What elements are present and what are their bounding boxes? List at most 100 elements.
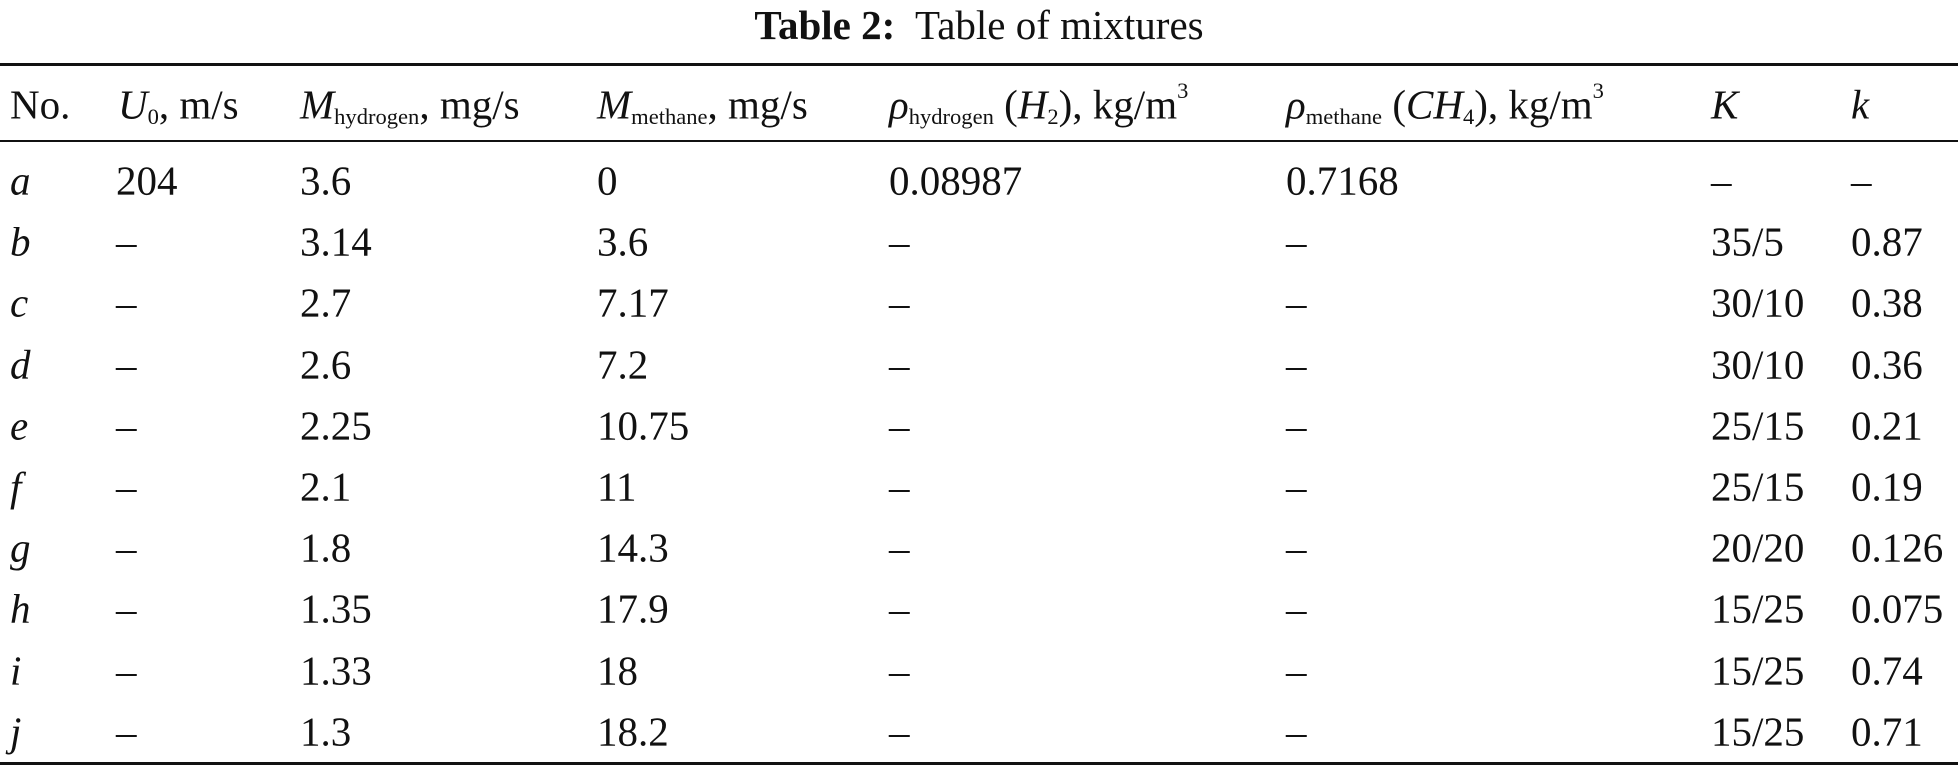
table-cell: – xyxy=(1286,279,1307,326)
header-subscript: hydrogen xyxy=(334,104,420,130)
table-cell: 25/15 xyxy=(1711,402,1805,449)
table-cell: 0.08987 xyxy=(889,157,1023,204)
table-cell: 2.6 xyxy=(300,341,352,388)
table-cell: 0.38 xyxy=(1851,279,1923,326)
row-label: a xyxy=(10,157,31,204)
table-cell: – xyxy=(889,341,910,388)
table-cell: 2.25 xyxy=(300,402,372,449)
table-cell: – xyxy=(116,279,137,326)
header-cell: ρmethane (CH4), kg/m3 xyxy=(1286,79,1604,130)
table-cell: 3.14 xyxy=(300,218,372,265)
table-cell: 30/10 xyxy=(1711,341,1805,388)
table-cell: 3.6 xyxy=(597,218,649,265)
header-subscript: methane xyxy=(631,104,708,130)
header-unit: , mg/s xyxy=(419,81,520,128)
row-label: j xyxy=(10,708,22,755)
table-cell: 14.3 xyxy=(597,524,669,571)
table-cell: – xyxy=(1286,524,1307,571)
bottom-rule xyxy=(0,762,1958,765)
table-cell: – xyxy=(1286,708,1307,755)
row-label: i xyxy=(10,647,22,694)
caption: Table 2: Table of mixtures xyxy=(0,4,1958,46)
table-cell: 0.126 xyxy=(1851,524,1944,571)
table-cell: – xyxy=(116,585,137,632)
header-superscript: 3 xyxy=(1592,78,1604,104)
table-cell: 3.6 xyxy=(300,157,352,204)
table-cell: 17.9 xyxy=(597,585,669,632)
row-label: f xyxy=(10,463,22,510)
table-cell: – xyxy=(1286,585,1307,632)
table-cell: 15/25 xyxy=(1711,585,1805,632)
table-cell: – xyxy=(1286,647,1307,694)
table-cell: – xyxy=(116,524,137,571)
table-cell: 0.74 xyxy=(1851,647,1923,694)
table-cell: – xyxy=(1286,218,1307,265)
table-cell: – xyxy=(116,647,137,694)
header-symbol: U xyxy=(118,81,148,128)
table-cell: – xyxy=(889,647,910,694)
table-cell: – xyxy=(116,402,137,449)
table-cell: 30/10 xyxy=(1711,279,1805,326)
row-label: h xyxy=(10,585,31,632)
header-symbol: k xyxy=(1851,81,1870,128)
table-cell: 18.2 xyxy=(597,708,669,755)
header-superscript: 3 xyxy=(1177,78,1189,104)
header-cell: ρhydrogen (H2), kg/m3 xyxy=(889,79,1188,128)
table-cell: 1.3 xyxy=(300,708,352,755)
table-cell: 1.8 xyxy=(300,524,352,571)
header-cell: K xyxy=(1711,84,1738,126)
caption-label: Table 2: xyxy=(754,2,896,48)
table-cell: – xyxy=(889,218,910,265)
table-cell: 0.7168 xyxy=(1286,157,1399,204)
header-symbol: ρ xyxy=(889,81,909,128)
table-cell: – xyxy=(116,708,137,755)
table-cell: – xyxy=(116,218,137,265)
top-rule xyxy=(0,63,1958,66)
header-cell: Mmethane, mg/s xyxy=(597,81,808,130)
table-cell: 18 xyxy=(597,647,638,694)
table-cell: 7.2 xyxy=(597,341,649,388)
header-formula: H xyxy=(1017,81,1048,128)
table-cell: 0 xyxy=(597,157,618,204)
header-cell: Mhydrogen, mg/s xyxy=(300,81,520,130)
table-cell: – xyxy=(889,279,910,326)
header-unit: ), kg/m xyxy=(1058,81,1178,128)
table-cell: 0.36 xyxy=(1851,341,1923,388)
row-label: e xyxy=(10,402,29,449)
table-cell: – xyxy=(889,463,910,510)
header-text: No. xyxy=(10,81,71,128)
header-subscript: 4 xyxy=(1462,104,1475,130)
table-cell: – xyxy=(1851,157,1872,204)
table-cell: 0.21 xyxy=(1851,402,1923,449)
table-cell: – xyxy=(889,585,910,632)
row-label: g xyxy=(10,524,31,571)
table-cell: 1.33 xyxy=(300,647,372,694)
table-cell: 204 xyxy=(116,157,178,204)
table-cell: 0.19 xyxy=(1851,463,1923,510)
table-cell: 15/25 xyxy=(1711,647,1805,694)
header-unit: ), kg/m xyxy=(1474,81,1593,128)
table-cell: – xyxy=(116,463,137,510)
table-cell: 20/20 xyxy=(1711,524,1805,571)
table-cell: 1.35 xyxy=(300,585,372,632)
table-cell: – xyxy=(1711,157,1732,204)
header-formula: CH xyxy=(1405,81,1463,128)
header-unit: , mg/s xyxy=(707,81,808,128)
table-cell: – xyxy=(889,708,910,755)
header-text: ( xyxy=(1382,81,1406,128)
table-cell: 2.7 xyxy=(300,279,352,326)
header-subscript: 0 xyxy=(147,104,159,130)
table-cell: – xyxy=(889,524,910,571)
header-cell: k xyxy=(1851,81,1870,128)
table-cell: – xyxy=(889,402,910,449)
table-cell: 25/15 xyxy=(1711,463,1805,510)
table-cell: – xyxy=(1286,341,1307,388)
table-cell: 11 xyxy=(597,463,637,510)
table-cell: – xyxy=(1286,402,1307,449)
table-cell: 10.75 xyxy=(597,402,690,449)
table-cell: 35/5 xyxy=(1711,218,1784,265)
row-label: d xyxy=(10,341,31,388)
table-cell: 15/25 xyxy=(1711,708,1805,755)
header-cell: No. xyxy=(10,81,71,128)
